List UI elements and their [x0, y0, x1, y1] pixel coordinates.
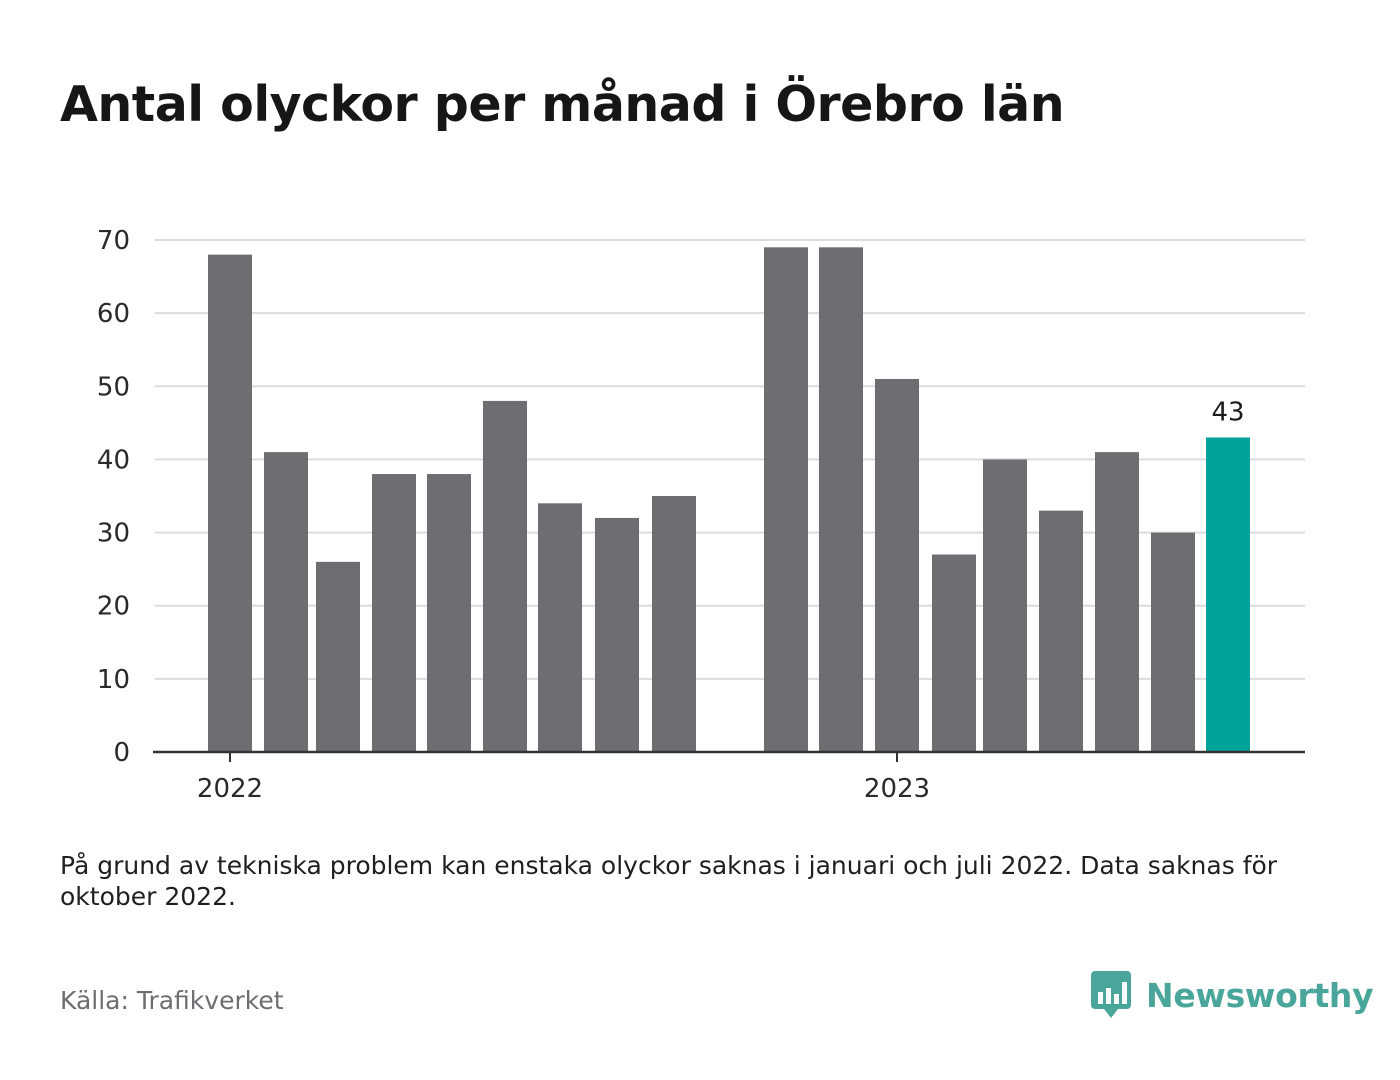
x-tick-label: 2023 [864, 774, 930, 804]
y-tick-label: 0 [113, 738, 130, 768]
y-tick-label: 10 [97, 665, 130, 695]
y-tick-label: 20 [97, 592, 130, 622]
bar [372, 474, 416, 752]
bar [264, 452, 308, 752]
data-label: 43 [1211, 397, 1244, 427]
bar [208, 254, 252, 752]
x-tick-label: 2022 [197, 774, 263, 804]
bar [595, 517, 639, 752]
y-tick-label: 30 [97, 519, 130, 549]
bar [764, 247, 808, 753]
bar [1039, 510, 1083, 752]
bar [483, 400, 527, 752]
bar [983, 459, 1027, 752]
bar [819, 247, 863, 753]
bar-chart: 0 10 20 30 40 50 60 70 43 2022 2023 [97, 226, 1305, 804]
y-tick-label: 50 [97, 372, 130, 402]
bar [875, 378, 919, 752]
newsworthy-logo: Newsworthy [1090, 970, 1374, 1020]
bar-chart-icon [1091, 971, 1131, 1018]
y-tick-label: 60 [97, 299, 130, 329]
bar-highlight [1206, 437, 1250, 752]
brand-name: Newsworthy [1146, 975, 1374, 1015]
bar [652, 496, 696, 752]
bar [538, 503, 582, 752]
chart-title: Antal olyckor per månad i Örebro län [60, 76, 1065, 133]
bar [316, 561, 360, 752]
bar [427, 474, 471, 752]
bar [932, 554, 976, 752]
footnote: På grund av tekniska problem kan enstaka… [60, 851, 1278, 911]
bar [1151, 532, 1195, 752]
bars [208, 247, 1250, 753]
y-tick-label: 70 [97, 226, 130, 256]
labels: 0 10 20 30 40 50 60 70 43 2022 2023 [97, 226, 1305, 804]
y-tick-label: 40 [97, 445, 130, 475]
bar [1095, 452, 1139, 752]
source-label: Källa: Trafikverket [60, 986, 284, 1015]
